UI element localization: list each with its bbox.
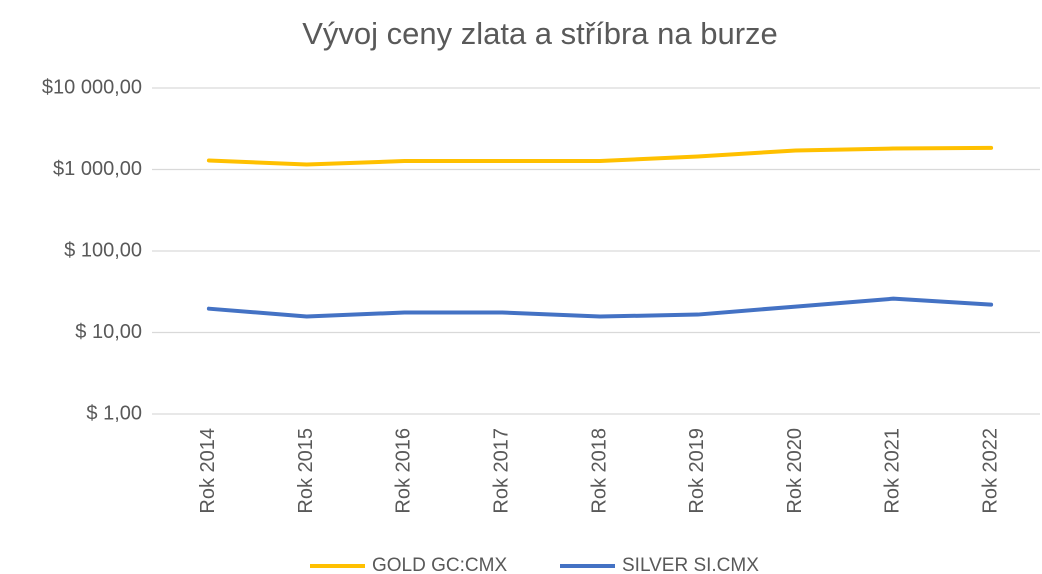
y-tick-label: $10 000,00 bbox=[42, 76, 142, 98]
x-tick-label: Rok 2022 bbox=[979, 428, 1001, 514]
chart-title: Vývoj ceny zlata a stříbra na burze bbox=[302, 16, 778, 51]
x-tick-label: Rok 2014 bbox=[197, 428, 219, 514]
x-tick-label: Rok 2021 bbox=[882, 428, 904, 514]
y-tick-label: $ 1,00 bbox=[86, 402, 142, 424]
y-tick-label: $1 000,00 bbox=[53, 158, 142, 180]
series-line bbox=[206, 296, 994, 319]
x-tick-label: Rok 2020 bbox=[784, 428, 806, 514]
legend-label: GOLD GC:CMX bbox=[372, 555, 507, 574]
x-tick-label: Rok 2019 bbox=[686, 428, 708, 514]
series-line bbox=[206, 145, 994, 167]
legend-label: SILVER SI.CMX bbox=[622, 555, 759, 574]
x-tick-label: Rok 2016 bbox=[393, 428, 415, 514]
x-tick-label: Rok 2018 bbox=[588, 428, 610, 514]
y-tick-label: $ 100,00 bbox=[64, 239, 142, 261]
x-tick-label: Rok 2017 bbox=[491, 428, 513, 514]
x-tick-label: Rok 2015 bbox=[295, 428, 317, 514]
y-tick-label: $ 10,00 bbox=[75, 321, 142, 343]
